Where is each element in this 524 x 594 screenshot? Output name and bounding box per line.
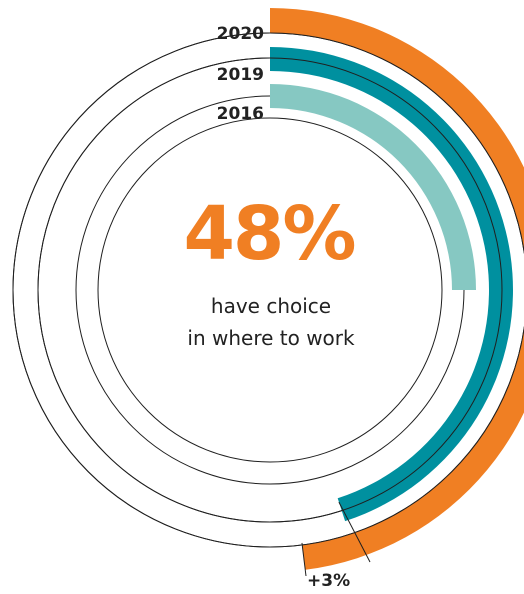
difference-annotation: +3% [307,571,350,591]
year-label-2019: 2019 [217,65,264,85]
arc-2019 [270,47,513,522]
headline-line-2: in where to work [187,326,355,350]
track-rings [12,32,524,548]
annotation-lines [301,501,371,577]
headline-value: 48% [183,191,354,277]
value-arcs [12,8,524,570]
arc-overlay-ring-1 [12,32,524,548]
arc-overlay-ring-2 [37,57,503,523]
leader-line-2020 [301,542,307,577]
arc-2016 [270,84,476,290]
track-ring-1 [12,32,524,548]
leader-line-2019 [338,501,371,563]
year-label-2020: 2020 [217,24,264,44]
track-ring-4 [97,117,443,463]
year-label-2016: 2016 [217,104,264,124]
headline-line-1: have choice [211,294,331,318]
